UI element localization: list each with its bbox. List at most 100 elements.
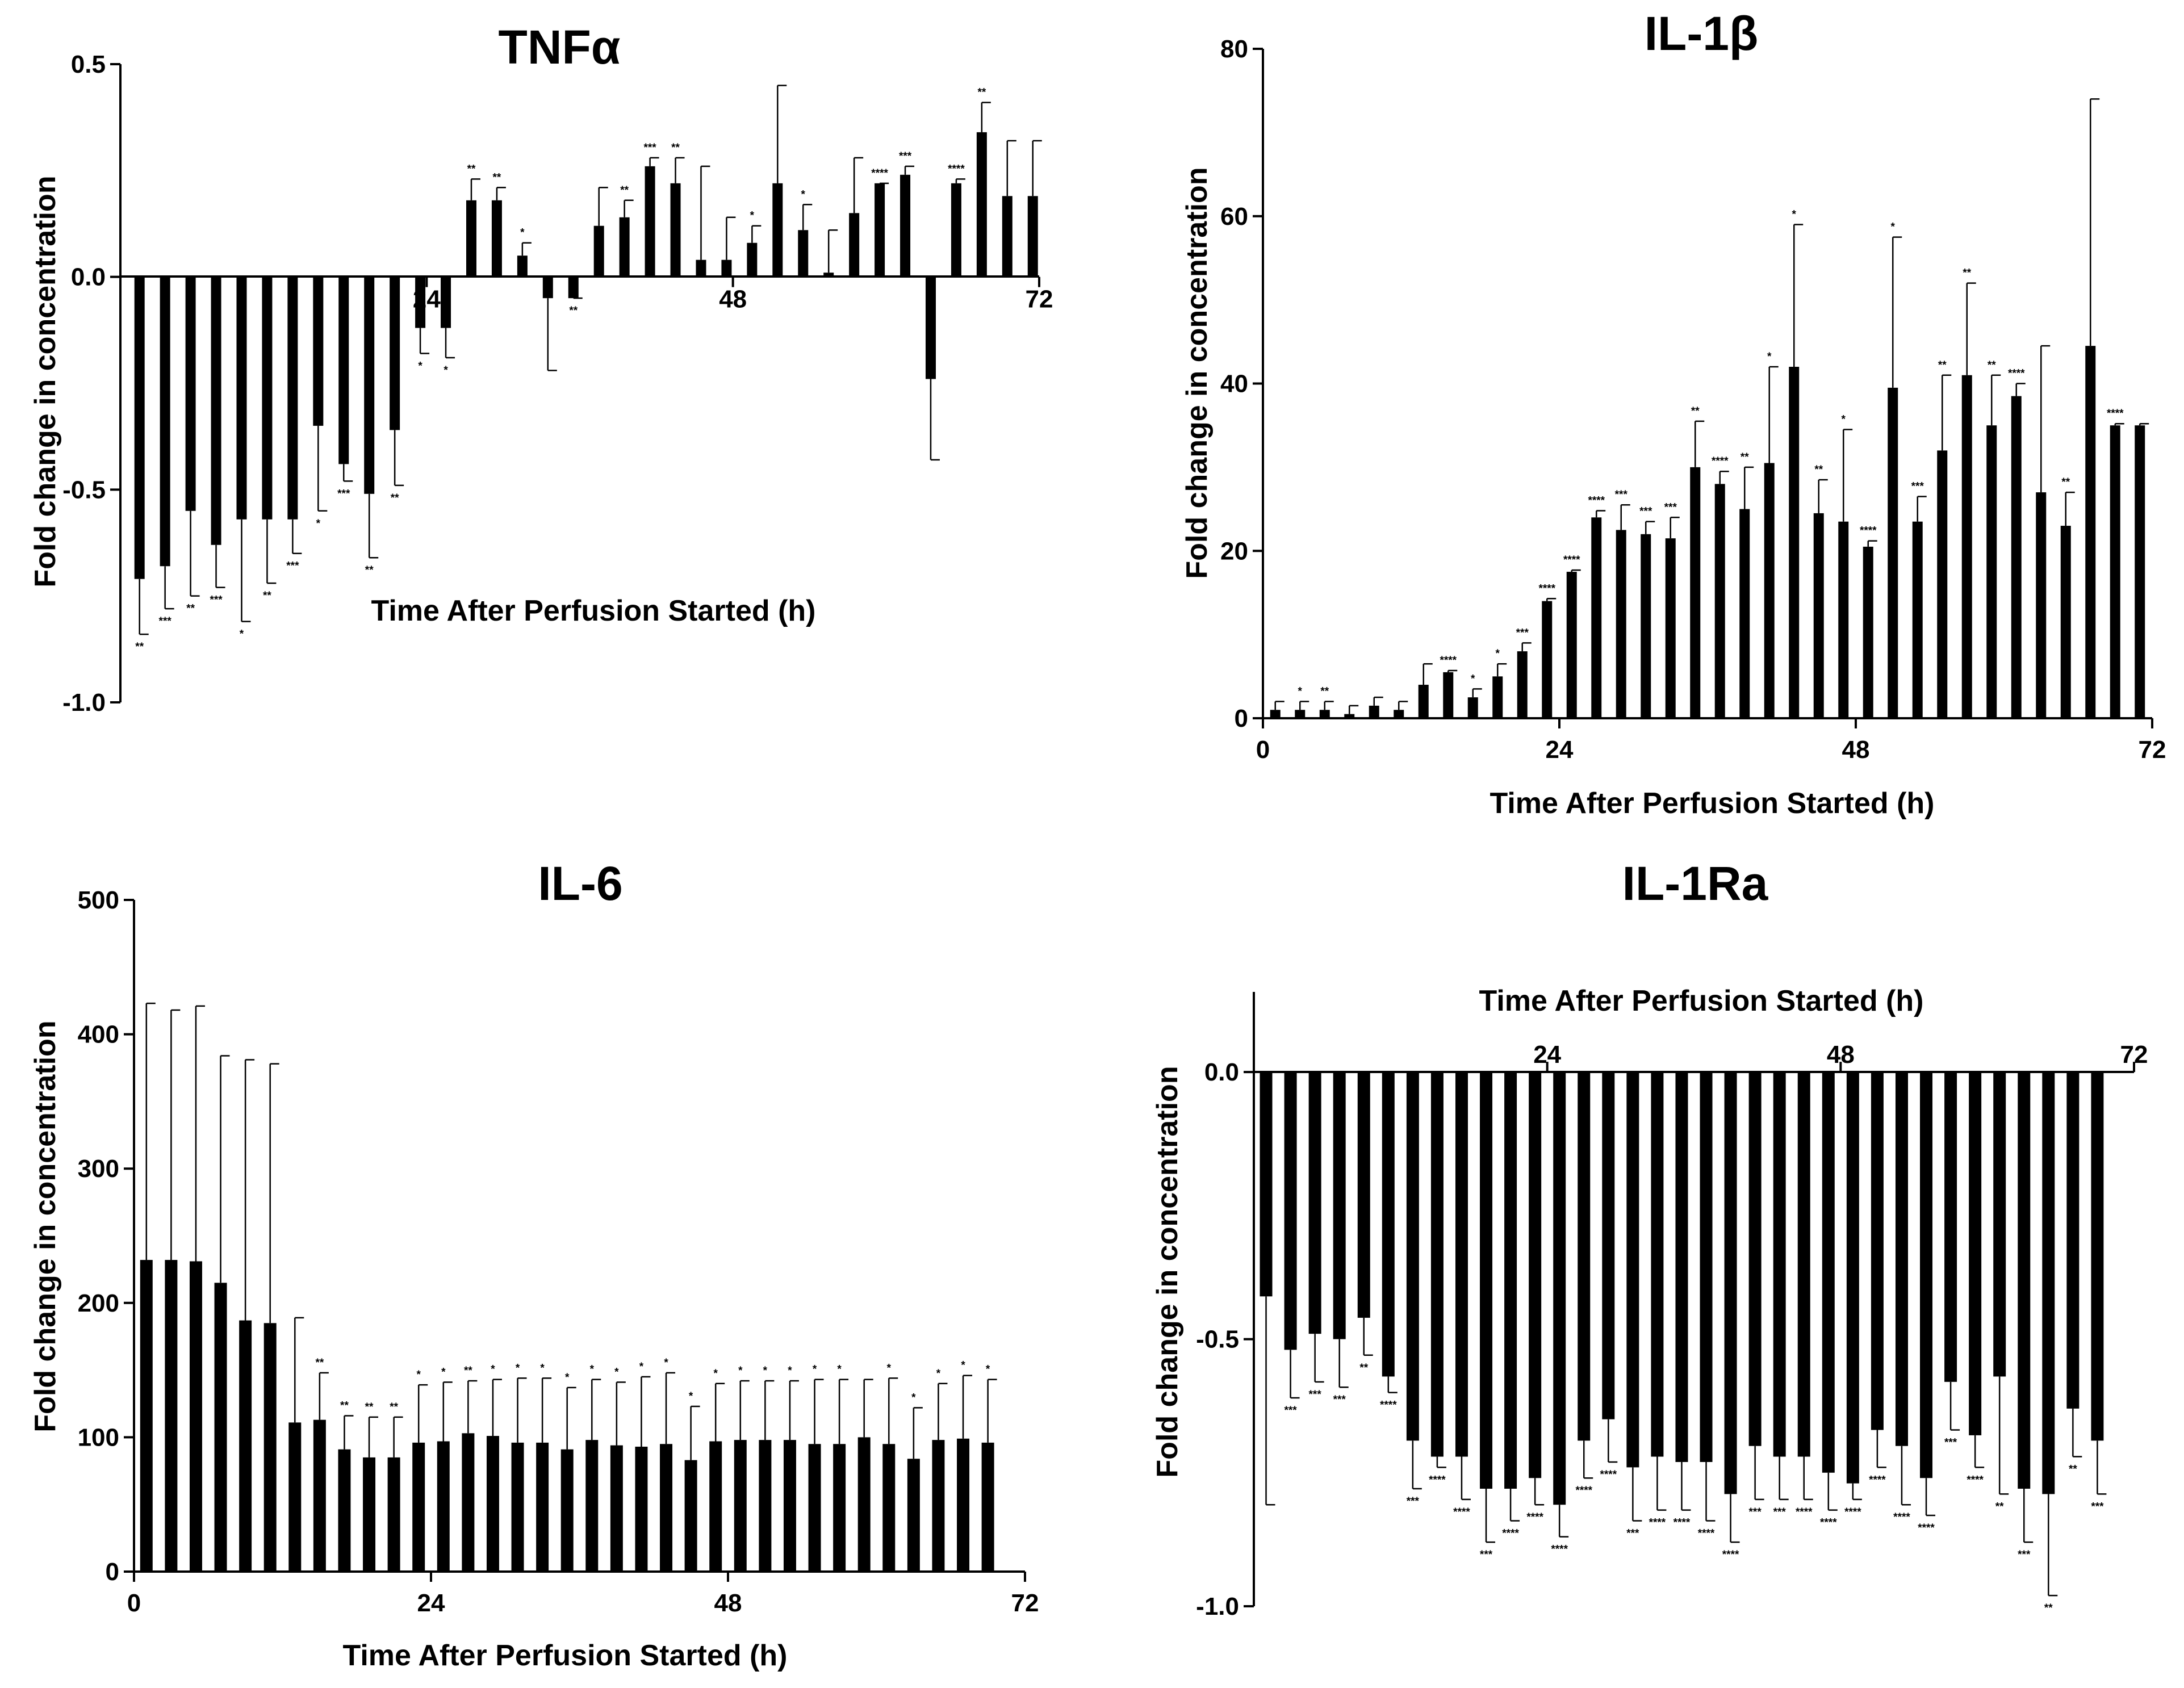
bar-il6-3 <box>214 1283 227 1572</box>
bar-il1b-18 <box>1714 484 1725 718</box>
x-tick-label-il1b: 0 <box>1256 736 1270 764</box>
y-ticks-il1ra: -1.0 -0.5 0.0 <box>1196 1058 1254 1620</box>
bar-tnf-3 <box>211 277 221 545</box>
bar-il6-19 <box>610 1445 623 1572</box>
y-tick-label-tnf: 0.0 <box>71 263 106 291</box>
bar-il1ra-22 <box>1797 1072 1810 1457</box>
bar-il6-18 <box>585 1440 599 1572</box>
significance-label-tnf-21: ** <box>671 142 680 154</box>
bar-il1b-5 <box>1394 710 1404 718</box>
bar-il1ra-32 <box>2042 1072 2055 1494</box>
bar-il1b-22 <box>1813 513 1824 718</box>
bar-il6-8 <box>338 1449 351 1572</box>
bar-il1b-7 <box>1443 672 1454 718</box>
y-axis-label-il1ra: Fold change in concentration <box>1151 1066 1184 1477</box>
significance-label-tnf-30: *** <box>899 150 912 162</box>
significance-label-il1ra-26: **** <box>1893 1511 1910 1523</box>
significance-label-tnf-10: ** <box>391 492 399 504</box>
bar-tnf-35 <box>1027 196 1038 277</box>
x-ticks-il6: 0 24 48 72 <box>127 1572 1039 1617</box>
significance-label-tnf-29: **** <box>871 167 888 179</box>
significance-label-il1ra-33: ** <box>2069 1464 2077 1476</box>
significance-label-il1ra-12: **** <box>1551 1544 1568 1556</box>
significance-label-tnf-2: ** <box>186 603 195 615</box>
significance-label-tnf-24: * <box>750 210 755 222</box>
significance-label-il6-34: * <box>986 1364 990 1376</box>
y-ticks-il1b: 0 20 40 60 80 <box>1220 35 1263 732</box>
bar-il1b-23 <box>1838 521 1849 718</box>
y-tick-label-il6: 400 <box>78 1021 119 1049</box>
chart-title-il1ra: IL-1Ra <box>1622 857 1769 910</box>
bar-tnf-12 <box>441 277 451 328</box>
significance-label-tnf-5: ** <box>263 590 271 602</box>
significance-label-il1b-26: *** <box>1911 480 1924 492</box>
significance-label-il1ra-8: **** <box>1453 1506 1470 1518</box>
significance-label-il6-21: * <box>664 1357 668 1369</box>
significance-label-tnf-17: ** <box>569 305 578 317</box>
bar-tnf-14 <box>491 200 502 277</box>
bar-il1b-8 <box>1467 697 1478 718</box>
significance-label-il6-18: * <box>590 1364 595 1376</box>
bar-il6-6 <box>288 1422 302 1572</box>
significance-label-il6-14: * <box>491 1364 495 1376</box>
bar-il1b-21 <box>1789 367 1800 718</box>
significance-label-tnf-12: * <box>444 365 448 376</box>
significance-label-il1b-20: * <box>1767 351 1772 363</box>
significance-label-tnf-1: *** <box>159 615 172 627</box>
significance-label-il1b-7: **** <box>1440 655 1457 667</box>
significance-label-il1b-15: *** <box>1639 506 1652 518</box>
significance-label-il6-7: ** <box>315 1357 324 1369</box>
x-tick-label-il1b: 24 <box>1546 736 1574 764</box>
bar-il1ra-17 <box>1675 1072 1688 1462</box>
bar-il1ra-30 <box>1993 1072 2006 1377</box>
significance-label-tnf-19: ** <box>620 185 629 196</box>
bar-il6-24 <box>734 1440 747 1572</box>
significance-label-tnf-8: *** <box>337 488 350 500</box>
x-tick-label-il1ra: 72 <box>2120 1041 2148 1069</box>
bar-tnf-27 <box>823 273 834 277</box>
bar-il1b-20 <box>1764 463 1775 718</box>
bar-tnf-24 <box>747 242 758 277</box>
bar-il6-15 <box>511 1442 524 1572</box>
bar-tnf-30 <box>900 174 911 277</box>
bar-tnf-4 <box>236 277 247 520</box>
panel-il1b: IL-1β Fold change in concentration Time … <box>1181 7 2166 820</box>
y-tick-label-il6: 0 <box>106 1558 119 1586</box>
significance-label-il6-19: * <box>614 1366 619 1378</box>
significance-label-il6-8: ** <box>340 1400 349 1412</box>
significance-label-il6-23: * <box>714 1368 718 1380</box>
chart-title-tnf: TNFα <box>499 20 621 74</box>
significance-label-il1ra-17: **** <box>1673 1517 1691 1529</box>
bar-tnf-5 <box>262 277 273 520</box>
x-tick-label-tnf: 72 <box>1026 286 1053 313</box>
bar-tnf-15 <box>517 255 528 277</box>
significance-label-tnf-9: ** <box>365 564 374 576</box>
bar-il1b-34 <box>2110 425 2120 718</box>
significance-label-il6-15: * <box>516 1362 520 1374</box>
bar-il1ra-34 <box>2091 1072 2104 1441</box>
significance-label-il1b-18: **** <box>1712 455 1729 467</box>
bar-il1ra-2 <box>1308 1072 1321 1334</box>
bar-il6-29 <box>857 1437 871 1572</box>
y-tick-label-il1b: 0 <box>1235 705 1248 732</box>
significance-label-il6-28: * <box>837 1364 842 1376</box>
significance-label-il1ra-11: **** <box>1526 1511 1543 1523</box>
bar-il1b-24 <box>1863 546 1873 718</box>
bar-tnf-28 <box>849 213 860 277</box>
significance-label-il6-22: * <box>689 1390 693 1402</box>
x-axis-label-il6: Time After Perfusion Started (h) <box>343 1639 788 1672</box>
significance-label-il1ra-5: **** <box>1380 1400 1397 1411</box>
significance-label-il1b-19: ** <box>1740 451 1749 463</box>
bar-il1b-6 <box>1418 685 1429 718</box>
significance-label-il1ra-1: *** <box>1284 1405 1297 1417</box>
significance-label-il1b-1: * <box>1298 686 1303 698</box>
significance-label-il1ra-15: *** <box>1626 1527 1639 1539</box>
x-ticks-tnf: 24 48 72 <box>413 277 1053 313</box>
bar-il6-1 <box>165 1260 178 1572</box>
y-axis-label-il6: Fold change in concentration <box>29 1020 62 1432</box>
significance-label-tnf-4: * <box>240 629 244 640</box>
bar-il1ra-14 <box>1602 1072 1615 1419</box>
significance-label-il6-17: * <box>565 1372 570 1384</box>
y-tick-label-il6: 100 <box>78 1423 119 1451</box>
bar-tnf-19 <box>619 217 630 277</box>
